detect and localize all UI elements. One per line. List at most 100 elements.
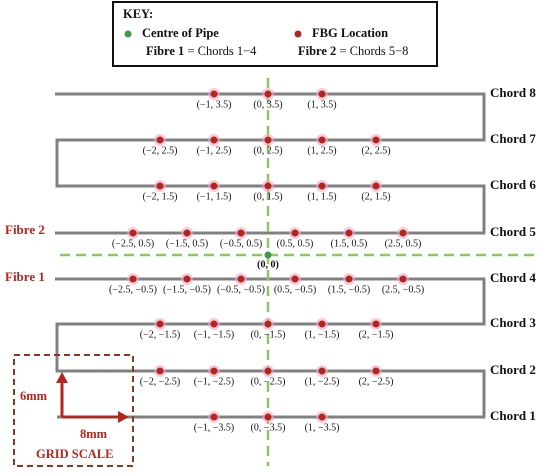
fbg-dot [318,367,326,375]
point-label: (−1.5, 0.5) [166,238,208,249]
point-label: (1.5, −0.5) [328,284,370,295]
fbg-dot [156,136,164,144]
fibre-label: Fibre 1 [5,269,45,284]
fbg-dot [264,413,272,421]
fbg-dot [372,367,380,375]
key-title: KEY: [123,7,153,21]
point-label: (−2, 2.5) [143,145,178,156]
fbg-dot [318,182,326,190]
key-fbg: FBG Location [312,26,388,40]
point-label: (−1, 2.5) [197,145,232,156]
scale-horizontal: 8mm [80,427,108,441]
fbg-dot [210,367,218,375]
fibre-1-path [55,277,486,419]
scale-vertical: 6mm [20,389,48,403]
point-label: (0.5, −0.5) [274,284,316,295]
point-label: (1, 3.5) [307,99,336,110]
point-label: (2, −1.5) [359,329,394,340]
fbg-dot [345,275,353,283]
chord-label: Chord 4 [490,270,536,285]
fbg-dot [156,367,164,375]
fbg-dot [156,182,164,190]
key-centre: Centre of Pipe [142,26,219,40]
point-label: (−2, 1.5) [143,191,178,202]
centre-dot [264,251,272,259]
point-label: (0, −1.5) [251,329,286,340]
fbg-dot [399,275,407,283]
point-label: (−0.5, 0.5) [220,238,262,249]
chord-label: Chord 5 [490,224,536,239]
centre-label: (0, 0) [257,259,279,270]
point-label: (2, −2.5) [359,376,394,387]
arrow-head [118,411,129,423]
point-label: (0, −2.5) [251,376,286,387]
key-fibre1: Fibre 1 = Chords 1−4 [146,44,257,58]
point-label: (2.5, 0.5) [385,238,422,249]
point-label: (0, 1.5) [253,191,282,202]
fbg-dot [372,182,380,190]
fbg-dot [210,320,218,328]
fibre-label: Fibre 2 [5,222,45,237]
fbg-dot [129,275,137,283]
point-label: (−2, −2.5) [140,376,180,387]
fbg-dot [318,136,326,144]
fbg-dot [183,275,191,283]
fbg-dot [264,136,272,144]
chord-label: Chord 7 [490,131,536,146]
fbg-dot [291,229,299,237]
point-label: (0, 2.5) [253,145,282,156]
key-box [112,1,438,67]
key-fibre2-desc: = Chords 5−8 [336,44,408,58]
point-label: (−2.5, 0.5) [112,238,154,249]
point-label: (0.5, 0.5) [277,238,314,249]
fbg-dot [264,182,272,190]
point-label: (1.5, 0.5) [331,238,368,249]
point-label: (−1, 1.5) [197,191,232,202]
fbg-dot [264,367,272,375]
centre-icon [124,30,132,38]
chord-label: Chord 8 [490,85,536,100]
point-label: (1, 1.5) [307,191,336,202]
chord-label: Chord 1 [490,408,536,423]
chord-label: Chord 6 [490,177,536,192]
point-label: (2.5, −0.5) [382,284,424,295]
fbg-dot [156,320,164,328]
key-fibre2-name: Fibre 2 [298,44,336,58]
point-label: (−2.5, −0.5) [109,284,157,295]
point-label: (−0.5, −0.5) [217,284,265,295]
chord-label: Chord 2 [490,362,536,377]
fbg-dot [318,413,326,421]
point-label: (−1, −3.5) [194,422,234,433]
fbg-dot [210,90,218,98]
key-fibre1-desc: = Chords 1−4 [184,44,257,58]
chord-label: Chord 3 [490,315,536,330]
point-label: (1, −3.5) [305,422,340,433]
fbg-dot [237,229,245,237]
fbg-dot [318,320,326,328]
fbg-dot [399,229,407,237]
point-label: (−1, −1.5) [194,329,234,340]
fibre-2-path [55,92,486,235]
point-label: (2, 1.5) [361,191,390,202]
scale-title: GRID SCALE [36,447,113,461]
fbg-dot [129,229,137,237]
fbg-dot [210,413,218,421]
fbg-dot [210,182,218,190]
point-label: (−1, 3.5) [197,99,232,110]
point-label: (−1.5, −0.5) [163,284,211,295]
point-label: (0, 3.5) [253,99,282,110]
point-label: (0, −3.5) [251,422,286,433]
key-fibre1-name: Fibre 1 [146,44,184,58]
point-label: (1, −1.5) [305,329,340,340]
point-label: (1, −2.5) [305,376,340,387]
fbg-dot [345,229,353,237]
fbg-dot [183,229,191,237]
point-label: (−2, −1.5) [140,329,180,340]
fbg-dot [264,90,272,98]
fbg-dot [318,90,326,98]
point-label: (1, 2.5) [307,145,336,156]
fbg-icon [294,30,302,38]
key-fibre2: Fibre 2 = Chords 5−8 [298,44,408,58]
fbg-dot [237,275,245,283]
